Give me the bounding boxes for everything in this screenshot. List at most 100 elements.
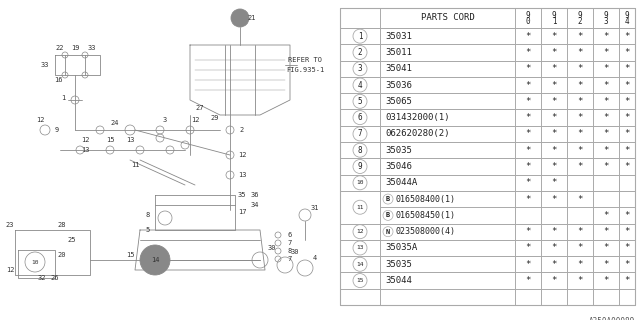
Text: A350A00089: A350A00089 <box>589 317 635 320</box>
Text: 12: 12 <box>191 117 199 123</box>
Text: *: * <box>551 195 557 204</box>
Text: *: * <box>551 32 557 41</box>
Text: 27: 27 <box>196 105 204 111</box>
Text: *: * <box>551 81 557 90</box>
Text: *: * <box>577 64 582 73</box>
Text: B: B <box>386 196 390 202</box>
Text: 8: 8 <box>146 212 150 218</box>
Text: 35035: 35035 <box>385 146 412 155</box>
Text: *: * <box>525 162 531 171</box>
Text: 11: 11 <box>356 205 364 210</box>
Text: *: * <box>624 113 630 122</box>
Text: 26: 26 <box>51 275 60 281</box>
Text: *: * <box>604 64 609 73</box>
Text: *: * <box>525 97 531 106</box>
Text: *: * <box>577 48 582 57</box>
Text: *: * <box>604 81 609 90</box>
Text: 4: 4 <box>358 81 362 90</box>
Text: 5: 5 <box>358 97 362 106</box>
Text: 35031: 35031 <box>385 32 412 41</box>
Text: *: * <box>624 244 630 252</box>
Text: *: * <box>624 32 630 41</box>
Text: *: * <box>624 48 630 57</box>
Text: 35035A: 35035A <box>385 244 417 252</box>
Text: *: * <box>604 146 609 155</box>
Text: 17: 17 <box>237 209 246 215</box>
Text: 1: 1 <box>61 95 65 101</box>
Text: 2: 2 <box>240 127 244 133</box>
Text: 35065: 35065 <box>385 97 412 106</box>
Text: 5: 5 <box>146 227 150 233</box>
Text: 36: 36 <box>251 192 259 198</box>
Text: *: * <box>551 48 557 57</box>
Text: *: * <box>525 146 531 155</box>
Text: *: * <box>577 129 582 139</box>
Text: 13: 13 <box>81 147 89 153</box>
Text: *: * <box>525 227 531 236</box>
Text: *: * <box>604 260 609 269</box>
Text: 10: 10 <box>356 180 364 185</box>
Text: 31: 31 <box>311 205 319 211</box>
Text: *: * <box>525 48 531 57</box>
Text: *: * <box>604 32 609 41</box>
Text: *: * <box>624 162 630 171</box>
Text: 35011: 35011 <box>385 48 412 57</box>
Text: REFER TO: REFER TO <box>288 57 322 63</box>
Text: *: * <box>577 162 582 171</box>
FancyBboxPatch shape <box>340 8 635 305</box>
Text: 33: 33 <box>41 62 49 68</box>
Text: 031432000(1): 031432000(1) <box>385 113 449 122</box>
Text: 19: 19 <box>71 45 79 51</box>
Text: 8: 8 <box>288 248 292 254</box>
Text: 10: 10 <box>31 260 39 265</box>
Text: *: * <box>604 162 609 171</box>
Circle shape <box>140 245 170 275</box>
Text: *: * <box>525 276 531 285</box>
Text: 22: 22 <box>56 45 64 51</box>
Text: 7: 7 <box>288 256 292 262</box>
Text: 35035: 35035 <box>385 260 412 269</box>
Text: 062620280(2): 062620280(2) <box>385 129 449 139</box>
Text: *: * <box>604 211 609 220</box>
Text: 13: 13 <box>125 137 134 143</box>
Text: 13: 13 <box>356 245 364 251</box>
Text: *: * <box>577 227 582 236</box>
Text: 28: 28 <box>58 222 67 228</box>
Text: *: * <box>551 162 557 171</box>
Text: 12: 12 <box>237 152 246 158</box>
Text: N: N <box>386 229 390 235</box>
Text: *: * <box>624 211 630 220</box>
Text: *: * <box>577 276 582 285</box>
Text: *: * <box>624 227 630 236</box>
Text: 9: 9 <box>625 11 629 20</box>
Text: *: * <box>624 129 630 139</box>
Text: 3: 3 <box>163 117 167 123</box>
Text: 016508450(1): 016508450(1) <box>395 211 455 220</box>
Text: 1: 1 <box>358 32 362 41</box>
Text: 20: 20 <box>58 252 67 258</box>
Text: 9: 9 <box>525 11 531 20</box>
Text: 35044A: 35044A <box>385 178 417 187</box>
Text: *: * <box>624 276 630 285</box>
Text: 4: 4 <box>313 255 317 261</box>
Text: *: * <box>577 244 582 252</box>
Text: *: * <box>525 32 531 41</box>
Text: 9: 9 <box>604 11 608 20</box>
Text: 25: 25 <box>68 237 76 243</box>
Text: *: * <box>577 32 582 41</box>
Text: *: * <box>551 244 557 252</box>
Text: *: * <box>624 81 630 90</box>
Text: *: * <box>525 195 531 204</box>
Text: 33: 33 <box>88 45 96 51</box>
Text: 35041: 35041 <box>385 64 412 73</box>
Text: *: * <box>624 260 630 269</box>
Text: 23: 23 <box>6 222 14 228</box>
Text: 11: 11 <box>131 162 140 168</box>
Text: 0: 0 <box>525 18 531 27</box>
Text: 1: 1 <box>552 18 556 27</box>
Text: 016508400(1): 016508400(1) <box>395 195 455 204</box>
Text: *: * <box>525 244 531 252</box>
Text: *: * <box>624 146 630 155</box>
Text: *: * <box>604 227 609 236</box>
Text: 6: 6 <box>288 232 292 238</box>
